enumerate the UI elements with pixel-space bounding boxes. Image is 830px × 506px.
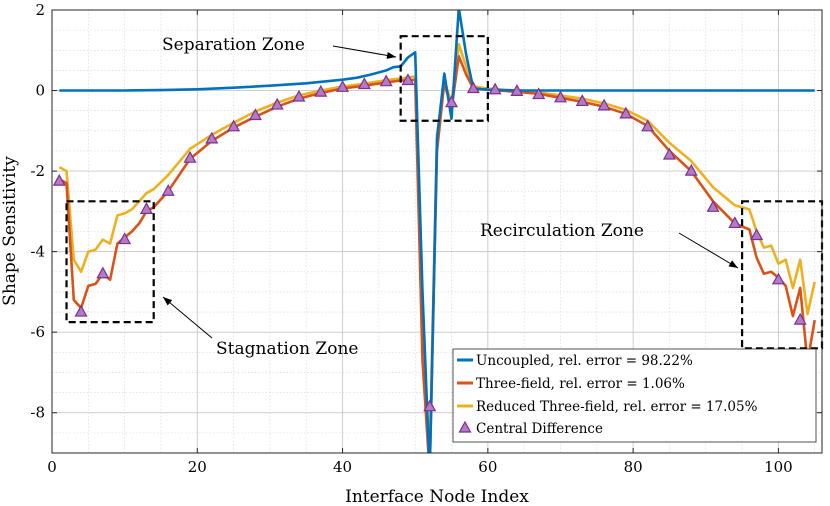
series-layer: [58, 10, 816, 453]
separation-arrow-head: [386, 52, 396, 59]
central-difference-marker: [379, 74, 393, 87]
zone-box-0: [399, 35, 489, 122]
legend-swatch-central-difference: [458, 420, 472, 433]
recirculation-zone-label: Recirculation Zone: [480, 221, 644, 241]
x-tick-label: 80: [624, 458, 643, 476]
central-difference-marker: [423, 399, 437, 412]
central-difference-marker: [270, 97, 284, 110]
central-difference-marker: [74, 304, 88, 317]
stagnation-zone-label: Stagnation Zone: [216, 339, 359, 359]
legend-label-reduced-three-field: Reduced Three-field, rel. error = 17.05%: [476, 399, 758, 415]
central-difference-marker: [750, 228, 764, 241]
central-difference-marker: [248, 108, 262, 121]
zone-box-1: [65, 200, 155, 324]
x-tick-labels: 0 20 40 60 80 100: [47, 458, 793, 476]
legend-label-three-field: Three-field, rel. error = 1.06%: [476, 376, 685, 392]
y-tick-label: 0: [35, 82, 45, 100]
central-difference-marker: [183, 150, 197, 163]
central-difference-marker: [336, 80, 350, 92]
marker-layer: [52, 73, 807, 412]
separation-arrow-shaft: [332, 45, 397, 58]
x-tick-label: 40: [333, 458, 352, 476]
plot-frame: [51, 9, 823, 454]
central-difference-marker: [118, 232, 132, 245]
y-tick-label: -2: [30, 162, 45, 180]
central-difference-marker: [161, 183, 175, 196]
recirculation-arrow-shaft: [678, 232, 739, 269]
central-difference-marker: [314, 84, 328, 97]
central-difference-marker: [488, 82, 502, 95]
x-tick-label: 0: [47, 458, 57, 476]
central-difference-marker: [771, 272, 785, 285]
central-difference-marker: [139, 202, 153, 214]
central-difference-marker: [706, 200, 720, 212]
legend-label-central-difference: Central Difference: [476, 421, 603, 437]
central-difference-marker: [641, 119, 655, 132]
legend: Uncoupled, rel. error = 98.22% Three-fie…: [452, 348, 817, 443]
x-tick-label: 20: [188, 458, 207, 476]
stagnation-arrow-head: [163, 297, 173, 306]
central-difference-marker: [728, 216, 742, 229]
central-difference-marker: [619, 106, 633, 119]
y-tick-labels: -8 -6 -4 -2 0 2: [30, 1, 45, 422]
central-difference-marker: [292, 89, 306, 102]
zone-box-2: [740, 200, 824, 350]
central-difference-marker: [52, 173, 66, 186]
central-difference-marker: [553, 90, 568, 103]
x-axis-label: Interface Node Index: [345, 487, 529, 506]
central-difference-marker: [227, 119, 241, 132]
stagnation-arrow-shaft: [162, 296, 213, 339]
central-difference-marker: [532, 87, 546, 100]
central-difference-marker: [597, 98, 611, 111]
y-tick-label: -4: [30, 243, 45, 261]
central-difference-marker: [510, 84, 524, 96]
x-tick-label: 100: [764, 458, 793, 476]
y-tick-label: -8: [30, 404, 45, 422]
ticks-layer: [51, 9, 822, 453]
central-difference-marker: [793, 312, 807, 325]
central-difference-marker: [96, 266, 110, 279]
central-difference-marker: [205, 131, 219, 144]
series-line-1: [58, 54, 816, 453]
separation-zone-label: Separation Zone: [162, 35, 305, 55]
legend-label-uncoupled: Uncoupled, rel. error = 98.22%: [476, 353, 693, 369]
y-tick-label: -6: [30, 323, 45, 341]
central-difference-marker: [662, 147, 676, 160]
recirculation-arrow-head: [728, 260, 738, 268]
central-difference-marker: [357, 77, 371, 90]
central-difference-marker: [401, 73, 415, 86]
y-axis-label: Shape Sensitivity: [0, 156, 20, 306]
central-difference-marker: [466, 81, 480, 94]
central-difference-marker: [445, 95, 459, 108]
zone-layer: [65, 35, 824, 350]
series-line-0: [59, 10, 815, 453]
x-tick-label: 60: [478, 458, 497, 476]
legend-box: [452, 348, 817, 443]
central-difference-marker: [575, 94, 589, 107]
central-difference-marker: [684, 163, 698, 176]
y-tick-label: 2: [35, 1, 45, 19]
